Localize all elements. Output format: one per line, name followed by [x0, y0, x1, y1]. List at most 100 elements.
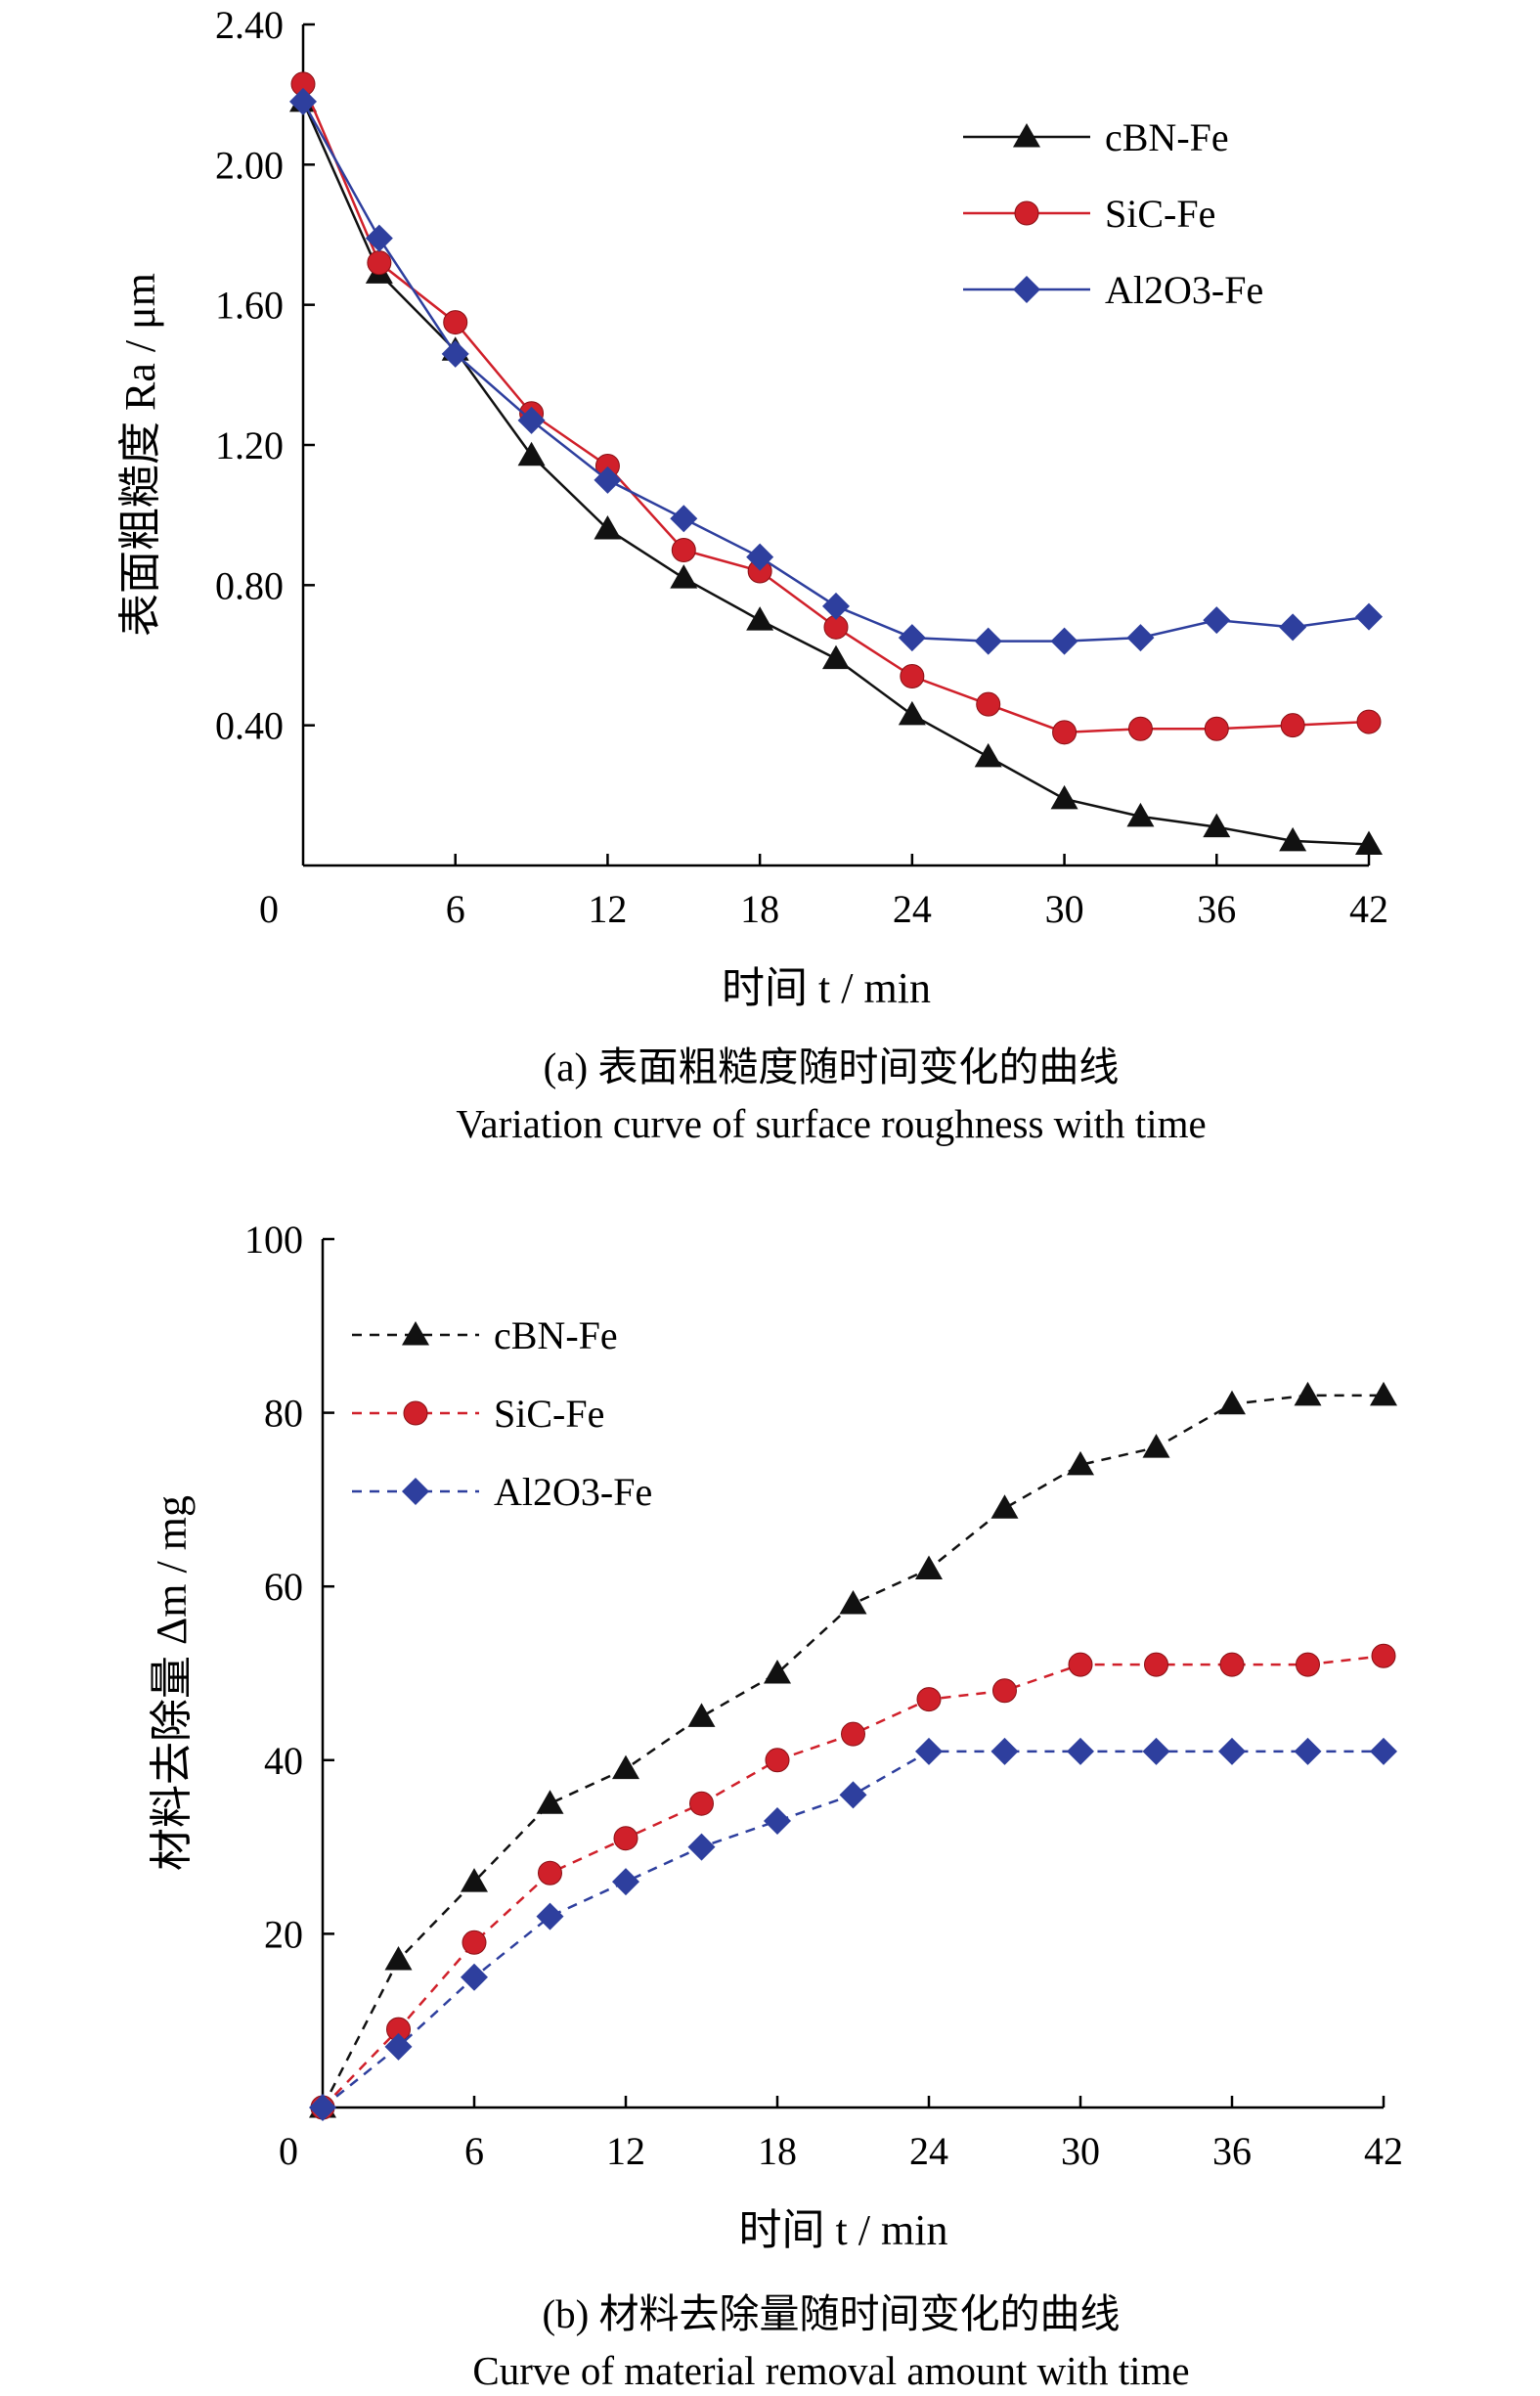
data-point — [517, 406, 546, 434]
data-point — [367, 250, 392, 276]
x-tick-label: 12 — [588, 887, 627, 931]
x-tick-label: 36 — [1197, 887, 1236, 931]
data-point — [841, 1721, 865, 1747]
legend-marker — [1013, 123, 1040, 148]
data-point — [461, 1868, 488, 1892]
data-point — [309, 2094, 336, 2121]
data-point — [1203, 606, 1231, 635]
data-point — [1219, 1652, 1245, 1677]
legend-label: SiC-Fe — [494, 1392, 604, 1436]
caption-chinese: (b) 材料去除量随时间变化的曲线 — [542, 2291, 1120, 2336]
data-point — [687, 1833, 716, 1861]
data-point — [1126, 624, 1155, 652]
y-axis-label: 材料去除量 Δm / mg — [148, 1495, 196, 1871]
legend-marker — [402, 1478, 429, 1505]
legend-entry: cBN-Fe — [352, 1313, 618, 1357]
data-point — [441, 339, 469, 368]
data-point — [974, 627, 1002, 655]
data-point — [1067, 1737, 1094, 1765]
data-point — [822, 644, 850, 670]
caption-chinese: (a) 表面粗糙度随时间变化的曲线 — [544, 1044, 1120, 1089]
data-point — [822, 592, 850, 620]
data-point — [1142, 1737, 1170, 1765]
x-tick-label: 6 — [446, 887, 465, 931]
data-point — [976, 691, 1001, 717]
data-point — [538, 1860, 562, 1886]
data-point — [1127, 716, 1153, 741]
legend-label: cBN-Fe — [1105, 115, 1229, 159]
x-axis-label: 时间 t / min — [722, 964, 931, 1012]
data-point — [1280, 713, 1305, 738]
series-cBN-Fe — [309, 1381, 1397, 2118]
series-line — [301, 101, 1370, 643]
data-point — [443, 310, 468, 335]
data-point — [839, 1781, 867, 1809]
data-point — [289, 87, 317, 115]
data-point — [365, 224, 393, 252]
data-point — [1296, 1652, 1320, 1677]
data-point — [1204, 716, 1229, 741]
x-tick-label: 6 — [464, 2129, 484, 2173]
x-tick-label: 30 — [1045, 887, 1084, 931]
data-point — [1294, 1381, 1322, 1406]
series-SiC-Fe — [290, 71, 1382, 745]
series-line — [321, 1394, 1384, 2108]
y-tick-label: 1.20 — [215, 423, 284, 467]
series-SiC-Fe — [310, 1643, 1396, 2120]
data-point — [536, 1902, 564, 1930]
series-Al2O3-Fe — [309, 1737, 1397, 2121]
data-point — [689, 1791, 714, 1816]
y-tick-label: 40 — [264, 1739, 303, 1783]
x-tick-label: 30 — [1061, 2129, 1100, 2173]
data-point — [671, 538, 696, 562]
data-point — [990, 1494, 1019, 1519]
data-point — [1370, 1381, 1397, 1406]
chart-panel-b: 0 6 12 18 24 30 36 42 20 40 60 80 100 时间 t / min 材料去除量… — [148, 1218, 1403, 2393]
legend-entry: Al2O3-Fe — [352, 1470, 652, 1514]
legend-label: cBN-Fe — [494, 1313, 618, 1357]
data-point — [670, 564, 698, 589]
data-point — [974, 742, 1002, 768]
data-point — [915, 1555, 943, 1579]
x-tick-label: 0 — [279, 2129, 298, 2173]
y-tick-label: 100 — [244, 1218, 303, 1262]
y-tick-label: 80 — [264, 1392, 303, 1436]
x-tick-label: 36 — [1212, 2129, 1252, 2173]
data-point — [764, 1660, 791, 1684]
data-point — [1279, 826, 1307, 852]
data-point — [1218, 1390, 1246, 1415]
data-point — [1294, 1737, 1322, 1765]
data-point — [839, 1589, 867, 1615]
legend-label: Al2O3-Fe — [1105, 268, 1263, 312]
data-point — [1370, 1737, 1397, 1765]
data-point — [612, 1868, 639, 1896]
data-point — [1068, 1652, 1093, 1677]
data-point — [1050, 627, 1078, 655]
data-point — [1142, 1434, 1170, 1458]
legend-entry: cBN-Fe — [963, 115, 1229, 159]
y-tick-label: 20 — [264, 1912, 303, 1956]
x-tick-label: 42 — [1349, 887, 1388, 931]
x-tick-label: 24 — [909, 2129, 948, 2173]
legend-marker — [403, 1400, 428, 1426]
data-point — [746, 606, 774, 631]
series-Al2O3-Fe — [289, 87, 1383, 655]
data-point — [670, 505, 698, 533]
series-line — [322, 1654, 1385, 2108]
y-tick-label: 1.60 — [215, 284, 284, 328]
data-point — [1144, 1652, 1168, 1677]
x-tick-label: 0 — [259, 887, 279, 931]
data-point — [916, 1687, 942, 1712]
data-point — [898, 624, 926, 652]
legend-label: Al2O3-Fe — [494, 1470, 652, 1514]
data-point — [461, 1963, 488, 1991]
data-point — [536, 1790, 564, 1814]
legend-label: SiC-Fe — [1105, 192, 1215, 236]
data-point — [384, 1946, 413, 1971]
data-point — [1203, 813, 1231, 838]
data-point — [900, 664, 925, 688]
data-point — [613, 1826, 638, 1851]
y-tick-label: 2.40 — [215, 3, 284, 47]
legend-marker — [1013, 276, 1040, 303]
